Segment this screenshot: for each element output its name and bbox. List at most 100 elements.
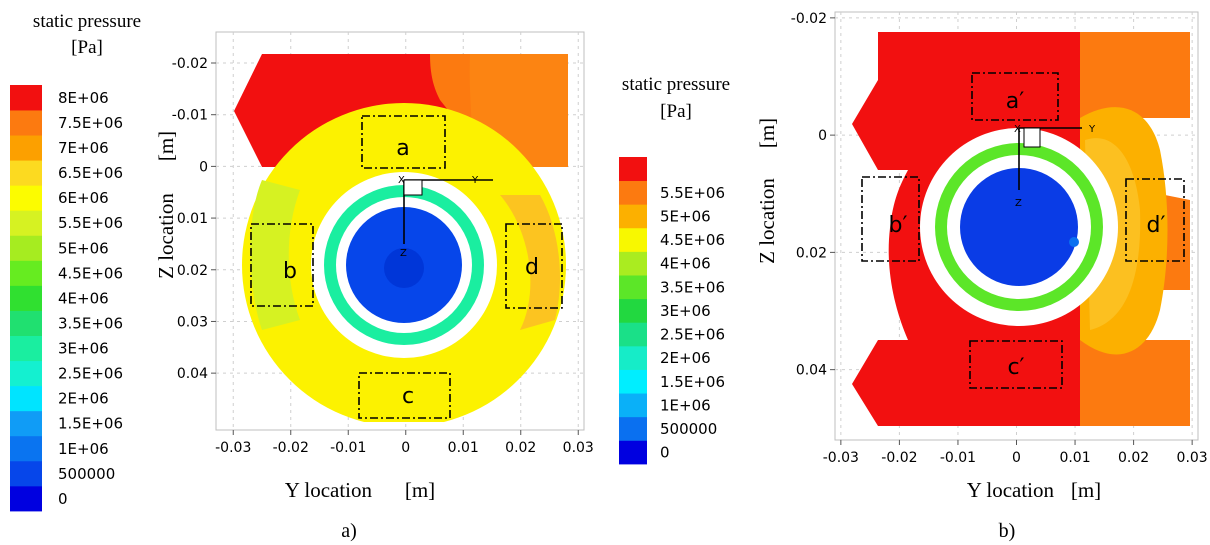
legend-b-title-line2: [Pa] [660, 101, 692, 122]
panel-a-ticks: -0.03 -0.02 -0.01 0 0.01 0.02 0.03 -0.02 -0.01 0 0… [172, 56, 594, 456]
panel-a-xtick-label-0: -0.03 [215, 440, 251, 456]
legend-b-swatches [619, 157, 647, 465]
region-label-a: a [396, 136, 409, 161]
legend-a: static pressure [Pa] 0 500000 1E+06 1.5E+06… [10, 11, 141, 512]
region-box-b [250, 223, 314, 307]
panel-b-xtick-label-3: 0 [1012, 450, 1021, 466]
legend-a-label-15: 7.5E+06 [58, 114, 123, 132]
legend-a-label-10: 5E+06 [58, 239, 109, 257]
legend-a-swatch-15 [10, 110, 42, 136]
panel-b-ticks: -0.03 -0.02 -0.01 0 0.01 0.02 0.03 -0.02 0 0.02 0.… [791, 11, 1208, 466]
legend-b-swatch-6 [619, 298, 647, 323]
axis-triad-b: X Y Z [1014, 124, 1096, 209]
panel-a-yunit: [m] [154, 131, 178, 161]
region-box-a-prime [971, 72, 1059, 121]
legend-a-swatch-3 [10, 410, 42, 437]
legend-a-label-9: 4.5E+06 [58, 264, 123, 282]
legend-a-label-8: 4E+06 [58, 289, 109, 307]
outer-ring-a-right-orange [500, 195, 560, 330]
legend-b-label-0: 0 [660, 444, 670, 462]
panel-b-ytick-label-3: 0.04 [796, 363, 827, 379]
panel-a: a b c d X Y Z -0.03 -0.02 -0.01 0 0.01 0.02 0.… [154, 31, 594, 542]
triad-b-z: Z [1015, 198, 1022, 209]
triad-a-z: Z [400, 248, 407, 259]
region-label-c-prime: c′ [1007, 355, 1024, 380]
legend-a-label-7: 3.5E+06 [58, 314, 123, 332]
legend-a-swatch-1 [10, 460, 42, 487]
legend-b-label-2: 1E+06 [660, 396, 711, 414]
panel-b-xlabel: Y location [967, 478, 1055, 502]
panel-b-caption: b) [999, 520, 1016, 542]
panel-b-xtick-label-5: 0.02 [1118, 450, 1149, 466]
legend-a-labels: 0 500000 1E+06 1.5E+06 2E+06 2.5E+06 3E+06 3.5E… [58, 89, 123, 508]
core-b-bright [1069, 237, 1079, 247]
legend-b-swatch-4 [619, 345, 647, 370]
legend-b-label-4: 2E+06 [660, 349, 711, 367]
legend-a-swatch-8 [10, 285, 42, 311]
legend-a-swatch-5 [10, 360, 42, 387]
legend-a-label-5: 2.5E+06 [58, 365, 123, 383]
legend-a-label-0: 0 [58, 490, 68, 508]
panel-a-ytick-label-4: 0.02 [177, 263, 208, 279]
legend-b-swatch-9 [619, 227, 647, 252]
panel-b-xtick-label-4: 0.01 [1059, 450, 1090, 466]
panel-a-xunit: [m] [405, 478, 435, 502]
region-box-b-prime [861, 176, 920, 262]
legend-a-label-3: 1.5E+06 [58, 415, 123, 433]
region-label-c: c [402, 384, 414, 409]
legend-b-swatch-8 [619, 251, 647, 276]
legend-a-swatch-12 [10, 185, 42, 211]
legend-a-title-line2: [Pa] [71, 37, 103, 58]
panel-a-xtick-label-3: 0 [401, 440, 410, 456]
legend-a-label-14: 7E+06 [58, 139, 109, 157]
legend-a-label-11: 5.5E+06 [58, 214, 123, 232]
legend-b-swatch-1 [619, 416, 647, 441]
legend-a-title-line1: static pressure [33, 11, 141, 32]
legend-b-swatch-3 [619, 369, 647, 394]
region-label-b: b [283, 259, 297, 284]
legend-a-swatch-13 [10, 160, 42, 186]
region-label-a-prime: a′ [1006, 89, 1024, 114]
legend-a-label-4: 2E+06 [58, 390, 109, 408]
panel-a-xtick-label-4: 0.01 [448, 440, 479, 456]
legend-a-label-1: 500000 [58, 465, 115, 483]
legend-a-swatch-4 [10, 385, 42, 412]
panel-b-yunit: [m] [755, 118, 779, 148]
panel-a-xtick-label-6: 0.03 [563, 440, 594, 456]
legend-a-swatch-7 [10, 310, 42, 336]
panel-a-ytick-label-6: 0.04 [177, 366, 208, 382]
region-label-d: d [525, 255, 539, 280]
legend-b-swatch-0 [619, 440, 647, 465]
panel-b-contours [852, 32, 1190, 426]
panel-a-ytick-label-5: 0.03 [177, 314, 208, 330]
legend-a-label-13: 6.5E+06 [58, 164, 123, 182]
outer-ring-a-left-green [250, 180, 300, 330]
legend-a-swatch-10 [10, 235, 42, 261]
panel-b: a′ b′ c′ d′ X Y Z -0.03 -0.02 -0.01 0 0.01 0.… [755, 11, 1208, 542]
panel-a-xtick-label-5: 0.02 [505, 440, 536, 456]
panel-b-xtick-label-2: -0.01 [940, 450, 976, 466]
legend-b-title-line1: static pressure [622, 74, 730, 95]
legend-a-label-12: 6E+06 [58, 189, 109, 207]
legend-b-labels: 0 500000 1E+06 1.5E+06 2E+06 2.5E+06 3E+06 3.5E… [660, 184, 725, 462]
panel-a-ytick-label-2: 0 [199, 159, 208, 175]
panel-a-ytick-label-0: -0.02 [172, 56, 208, 72]
region-box-d [505, 223, 563, 309]
panel-a-ytick-label-3: 0.01 [177, 211, 208, 227]
legend-b: static pressure [Pa] 0 500000 1E+06 1.5E+06… [619, 74, 730, 465]
panel-b-ytick-label-1: 0 [818, 128, 827, 144]
region-box-c-prime [969, 340, 1063, 389]
legend-a-swatch-6 [10, 335, 42, 362]
panel-b-xtick-label-0: -0.03 [823, 450, 859, 466]
legend-b-label-1: 500000 [660, 420, 717, 438]
region-label-d-prime: d′ [1147, 213, 1166, 238]
legend-a-swatch-9 [10, 260, 42, 286]
legend-b-label-5: 2.5E+06 [660, 326, 725, 344]
panel-a-caption: a) [341, 520, 357, 542]
legend-a-label-6: 3E+06 [58, 340, 109, 358]
legend-b-label-8: 4E+06 [660, 255, 711, 273]
core-b [960, 168, 1078, 286]
legend-b-label-7: 3.5E+06 [660, 278, 725, 296]
legend-b-swatch-2 [619, 393, 647, 418]
